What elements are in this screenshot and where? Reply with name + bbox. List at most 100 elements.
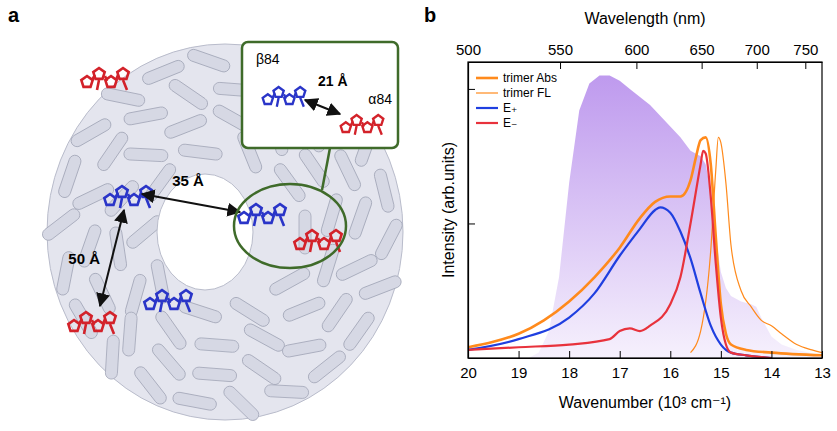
helix [194, 337, 239, 352]
legend-label: E₊ [503, 101, 517, 115]
helix [100, 87, 146, 108]
chromophore-bonds [79, 319, 114, 334]
distance-label: 35 Å [172, 172, 204, 189]
tick: 650 [690, 41, 715, 69]
tick-label: 500 [456, 41, 481, 58]
helix [347, 195, 373, 240]
tick-label: 18 [561, 364, 578, 381]
helix [306, 349, 348, 386]
tick-label: 750 [793, 41, 818, 58]
chromophore [81, 68, 128, 90]
helix [57, 154, 83, 200]
pyrrole [104, 312, 115, 323]
helix [320, 291, 355, 334]
tick-mark [620, 351, 621, 358]
chromophore [104, 186, 151, 208]
plot-frame [468, 62, 822, 358]
helix [373, 217, 404, 262]
tick: 18 [561, 351, 578, 381]
helix [123, 106, 168, 126]
protein-helices [40, 41, 404, 423]
tick-label: 14 [764, 364, 781, 381]
chromophore-bonds [249, 211, 284, 226]
helix [186, 48, 231, 74]
tick-label: 16 [662, 364, 679, 381]
helix [163, 113, 208, 140]
helix [192, 367, 237, 382]
helix [334, 253, 379, 283]
tick [468, 223, 475, 224]
tick: 550 [548, 41, 573, 69]
helix [95, 130, 130, 173]
pyrrole [274, 204, 285, 215]
tick-mark [771, 351, 772, 358]
panel-letter: b [424, 4, 436, 26]
helix [281, 295, 326, 323]
helix [67, 297, 100, 341]
helix [373, 168, 395, 214]
plot-marks [468, 75, 822, 358]
tick: 15 [713, 351, 730, 381]
figure: a35 Å50 Åβ84α8421 Åb20191817161514135005… [0, 0, 837, 431]
tick: 16 [662, 351, 679, 381]
tick-label: 19 [511, 364, 528, 381]
inset-label: 21 Å [318, 73, 348, 89]
helix [272, 161, 308, 204]
chromophore [294, 230, 341, 252]
x2-axis-title: Wavelength (nm) [584, 10, 705, 27]
helix [132, 364, 169, 406]
tick-mark [822, 351, 823, 358]
helix [150, 341, 188, 382]
x-axis: 2019181716151413 [460, 351, 831, 381]
chromophore [144, 290, 191, 312]
helix [40, 206, 82, 242]
helix [122, 312, 137, 357]
inset-label: α84 [368, 91, 392, 107]
distance-arrow [305, 100, 340, 114]
axis-line [469, 358, 823, 359]
chromophore-bonds [350, 121, 382, 135]
chromophore [68, 312, 115, 334]
chromophore [238, 204, 285, 226]
series-line [468, 207, 771, 358]
helix [69, 117, 113, 149]
helix [178, 143, 223, 160]
pyrrole [68, 320, 79, 331]
tick-label: 15 [713, 364, 730, 381]
helix [71, 182, 116, 212]
panel-letter: a [8, 4, 20, 26]
connector [322, 148, 330, 190]
helix [124, 148, 169, 162]
tick: 13 [814, 351, 831, 381]
protein-hole [157, 174, 253, 290]
tick: 17 [612, 351, 629, 381]
helix [105, 335, 120, 380]
y-axis-title: Intensity (arb.units) [440, 142, 457, 278]
legend-swatch [476, 77, 498, 80]
helix [221, 384, 261, 423]
tick-mark [569, 351, 570, 358]
chromophore-bonds [155, 297, 190, 312]
legend-swatch [476, 107, 498, 109]
helix [124, 273, 147, 319]
distance-arrow [142, 194, 240, 212]
helix [242, 322, 286, 354]
tick: 600 [624, 41, 649, 69]
pyrrole [117, 68, 128, 79]
helix [167, 77, 210, 112]
x2-axis: 500 550 600 650 700 750 [456, 41, 823, 69]
tick-mark [805, 62, 806, 69]
chromophore-bonds [272, 93, 304, 107]
tick-label: 700 [745, 41, 770, 58]
tick: 700 [745, 41, 770, 69]
tick: 14 [764, 351, 781, 381]
pyrrole [81, 76, 92, 87]
x-axis-title: Wavenumber (10³ cm⁻¹) [559, 394, 731, 411]
legend-label: trimer Abs [503, 71, 557, 85]
tick: 750 [793, 41, 818, 69]
tick-mark [721, 351, 722, 358]
pyrrole [373, 115, 383, 125]
helix [358, 274, 403, 301]
tick-mark [670, 351, 671, 358]
tick-label: 13 [814, 364, 831, 381]
